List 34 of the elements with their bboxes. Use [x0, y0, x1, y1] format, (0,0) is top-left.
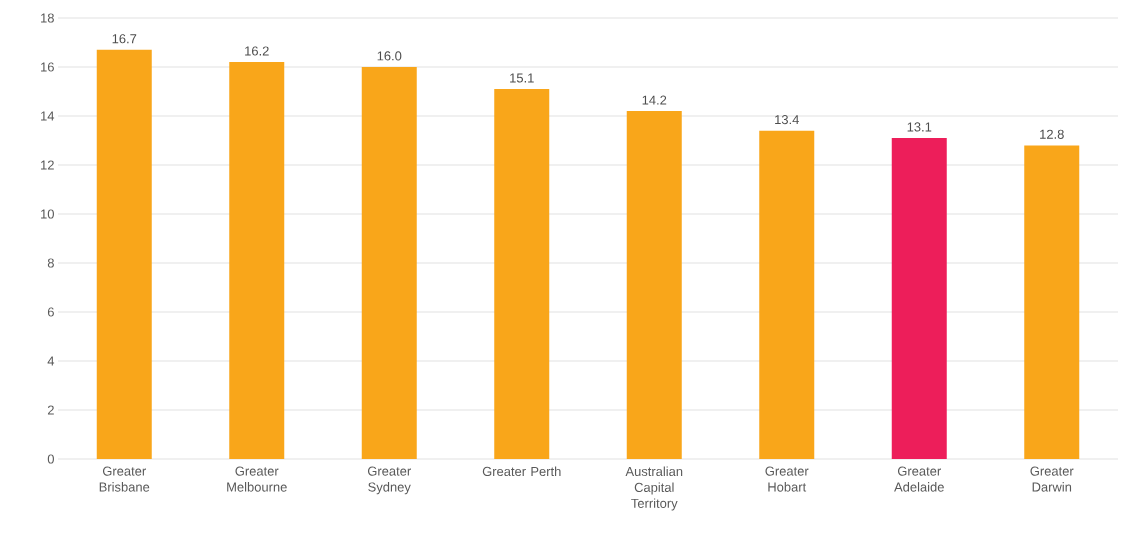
- y-tick-label: 6: [47, 307, 54, 317]
- x-tick-label: Greater Hobart: [765, 466, 809, 492]
- x-tick-label: Greater Darwin: [1030, 466, 1074, 492]
- y-tick-label: 8: [47, 258, 54, 268]
- data-label: 15.1: [510, 73, 534, 83]
- y-tick-label: 10: [41, 209, 54, 219]
- y-tick-label: 2: [47, 405, 54, 415]
- data-label: 16.0: [377, 51, 402, 61]
- x-tick-label: Greater Adelaide: [894, 466, 944, 492]
- y-tick-label: 0: [47, 454, 54, 464]
- data-label: 16.2: [245, 46, 269, 56]
- bar: [626, 111, 682, 459]
- data-label: 13.1: [907, 122, 932, 132]
- y-tick-label: 4: [47, 356, 55, 366]
- x-tick-label: Australian Capital Territory: [625, 466, 683, 511]
- data-label: 13.4: [775, 115, 799, 125]
- y-tick-label: 14: [41, 111, 55, 121]
- y-tick-label: 16: [41, 62, 54, 72]
- bar: [891, 138, 947, 459]
- y-tick-label: 12: [41, 160, 54, 170]
- data-label: 12.8: [1040, 129, 1064, 139]
- bar: [759, 130, 815, 459]
- bar: [229, 62, 285, 459]
- bar: [494, 89, 550, 459]
- y-tick-label: 18: [41, 13, 54, 23]
- bar: [96, 49, 152, 459]
- data-label: 14.2: [642, 95, 667, 105]
- bar: [361, 67, 417, 459]
- x-tick-label: Greater Sydney: [367, 466, 411, 495]
- bar: [1024, 145, 1080, 459]
- x-tick-label: Greater Melbourne: [227, 466, 287, 492]
- x-tick-label: Greater Perth: [482, 466, 561, 477]
- data-label: 16.7: [112, 34, 137, 44]
- x-tick-label: Greater Brisbane: [99, 466, 150, 492]
